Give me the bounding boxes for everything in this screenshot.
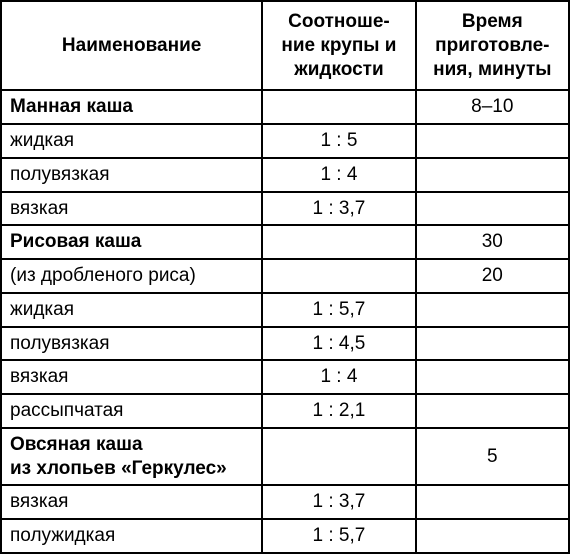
cell-name: жидкая (1, 124, 262, 158)
cell-time (416, 394, 569, 428)
cell-time (416, 360, 569, 394)
header-time: Время приготовле- ния, минуты (416, 1, 569, 90)
cell-name: вязкая (1, 360, 262, 394)
cell-name: полувязкая (1, 158, 262, 192)
header-name: Наименование (1, 1, 262, 90)
cell-name: Рисовая каша (1, 225, 262, 259)
table-row: жидкая1 : 5 (1, 124, 569, 158)
cell-ratio (262, 428, 415, 486)
cell-name: полужидкая (1, 519, 262, 553)
cell-ratio: 1 : 5,7 (262, 293, 415, 327)
cell-time (416, 158, 569, 192)
porridge-table: Наименование Соотноше- ние крупы и жидко… (0, 0, 570, 554)
cell-ratio: 1 : 5,7 (262, 519, 415, 553)
table-row: Овсяная кашаиз хлопьев «Геркулес» 5 (1, 428, 569, 486)
table-row: полувязкая1 : 4 (1, 158, 569, 192)
cell-time: 30 (416, 225, 569, 259)
cell-name: полувязкая (1, 327, 262, 361)
cell-ratio: 1 : 4,5 (262, 327, 415, 361)
cell-ratio (262, 90, 415, 124)
cell-time: 8–10 (416, 90, 569, 124)
cell-time (416, 293, 569, 327)
table-row: вязкая1 : 3,7 (1, 485, 569, 519)
table-row: Манная каша 8–10 (1, 90, 569, 124)
cell-time (416, 124, 569, 158)
table-row: полувязкая1 : 4,5 (1, 327, 569, 361)
header-row: Наименование Соотноше- ние крупы и жидко… (1, 1, 569, 90)
cell-name: жидкая (1, 293, 262, 327)
cell-ratio: 1 : 4 (262, 158, 415, 192)
table-row: полужидкая1 : 5,7 (1, 519, 569, 553)
cell-name: Овсяная кашаиз хлопьев «Геркулес» (1, 428, 262, 486)
cell-ratio: 1 : 3,7 (262, 192, 415, 226)
cell-ratio: 1 : 4 (262, 360, 415, 394)
cell-ratio: 1 : 2,1 (262, 394, 415, 428)
cell-time (416, 327, 569, 361)
cell-time (416, 192, 569, 226)
header-ratio: Соотноше- ние крупы и жидкости (262, 1, 415, 90)
table-row: рассыпчатая1 : 2,1 (1, 394, 569, 428)
cell-ratio (262, 259, 415, 293)
cell-ratio: 1 : 3,7 (262, 485, 415, 519)
cell-ratio (262, 225, 415, 259)
table-row: вязкая1 : 3,7 (1, 192, 569, 226)
cell-time: 20 (416, 259, 569, 293)
cell-name: Манная каша (1, 90, 262, 124)
table-row: (из дробленого риса) 20 (1, 259, 569, 293)
table-body: Манная каша8–10жидкая1 : 5полувязкая1 : … (1, 90, 569, 553)
cell-name: вязкая (1, 485, 262, 519)
porridge-table-container: Наименование Соотноше- ние крупы и жидко… (0, 0, 570, 554)
cell-name: (из дробленого риса) (1, 259, 262, 293)
table-row: Рисовая каша 30 (1, 225, 569, 259)
cell-name: рассыпчатая (1, 394, 262, 428)
cell-time: 5 (416, 428, 569, 486)
cell-time (416, 485, 569, 519)
table-row: жидкая1 : 5,7 (1, 293, 569, 327)
table-row: вязкая1 : 4 (1, 360, 569, 394)
cell-time (416, 519, 569, 553)
cell-name: вязкая (1, 192, 262, 226)
cell-ratio: 1 : 5 (262, 124, 415, 158)
